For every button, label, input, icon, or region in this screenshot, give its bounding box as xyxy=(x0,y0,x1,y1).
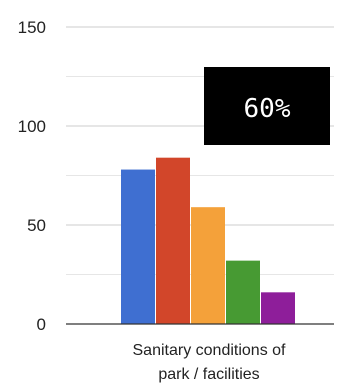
y-tick-label: 100 xyxy=(18,117,46,136)
y-tick-label: 50 xyxy=(27,216,46,235)
bar-series-4 xyxy=(226,260,260,324)
bar-series-2 xyxy=(156,157,190,324)
percentage-badge-box xyxy=(204,67,330,145)
percentage-badge: 60% xyxy=(204,67,330,145)
y-tick-label: 150 xyxy=(18,18,46,37)
gridlines xyxy=(66,26,334,275)
bar-series-5 xyxy=(261,292,295,324)
bar-series-3 xyxy=(191,207,225,324)
y-tick-label: 0 xyxy=(37,315,46,334)
y-axis-ticks: 0 50 100 150 xyxy=(18,18,46,334)
bar-series-1 xyxy=(121,169,155,324)
bars xyxy=(121,157,295,324)
category-label-line-2: park / facilities xyxy=(158,366,259,383)
category-label-line-1: Sanitary conditions of xyxy=(133,342,287,359)
percentage-badge-text: 60% xyxy=(244,94,291,124)
